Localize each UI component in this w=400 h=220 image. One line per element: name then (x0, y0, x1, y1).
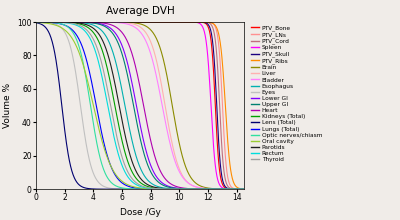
Title: Average DVH: Average DVH (106, 6, 174, 16)
X-axis label: Dose /Gy: Dose /Gy (120, 208, 160, 217)
Y-axis label: Volume %: Volume % (3, 83, 12, 128)
Legend: PTV_Bone, PTV_LNs, PTV_Cord, Spleen, PTV_Skull, PTV_Ribs, Brain, Liver, Bladder,: PTV_Bone, PTV_LNs, PTV_Cord, Spleen, PTV… (251, 25, 322, 162)
